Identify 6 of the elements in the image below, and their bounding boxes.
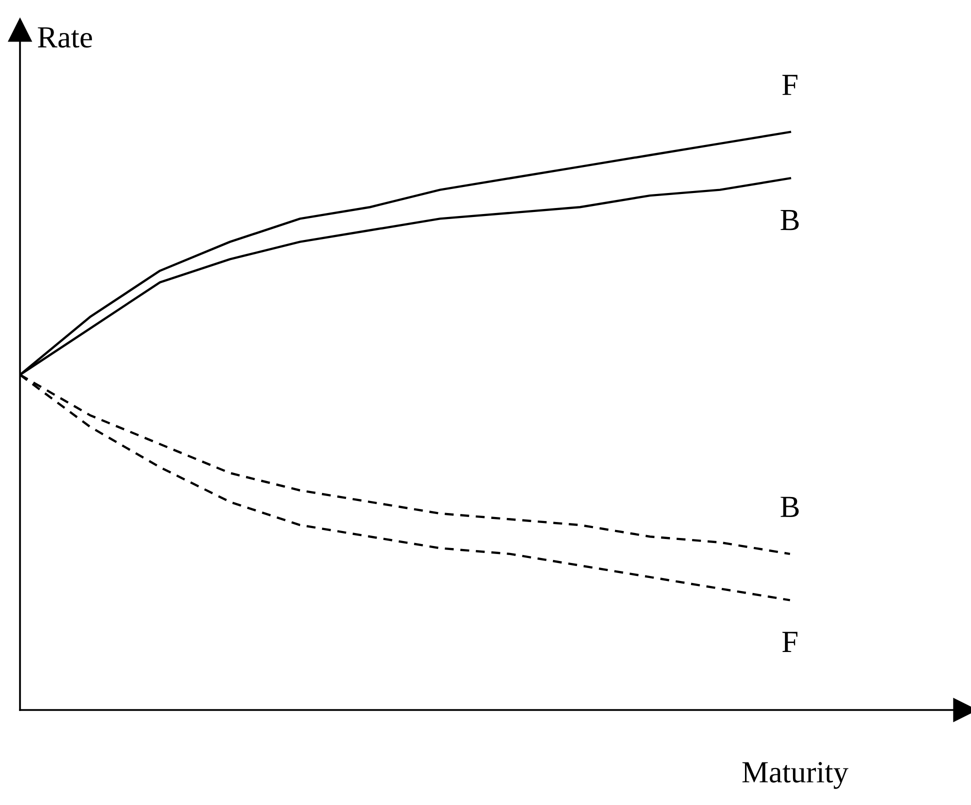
- series-label: B: [780, 210, 799, 230]
- y-axis-title: Rate: [38, 27, 92, 48]
- series-label: B: [780, 496, 799, 517]
- series-label: F: [782, 632, 798, 652]
- series-label: F: [782, 74, 798, 95]
- x-axis-title: Maturity: [742, 762, 848, 789]
